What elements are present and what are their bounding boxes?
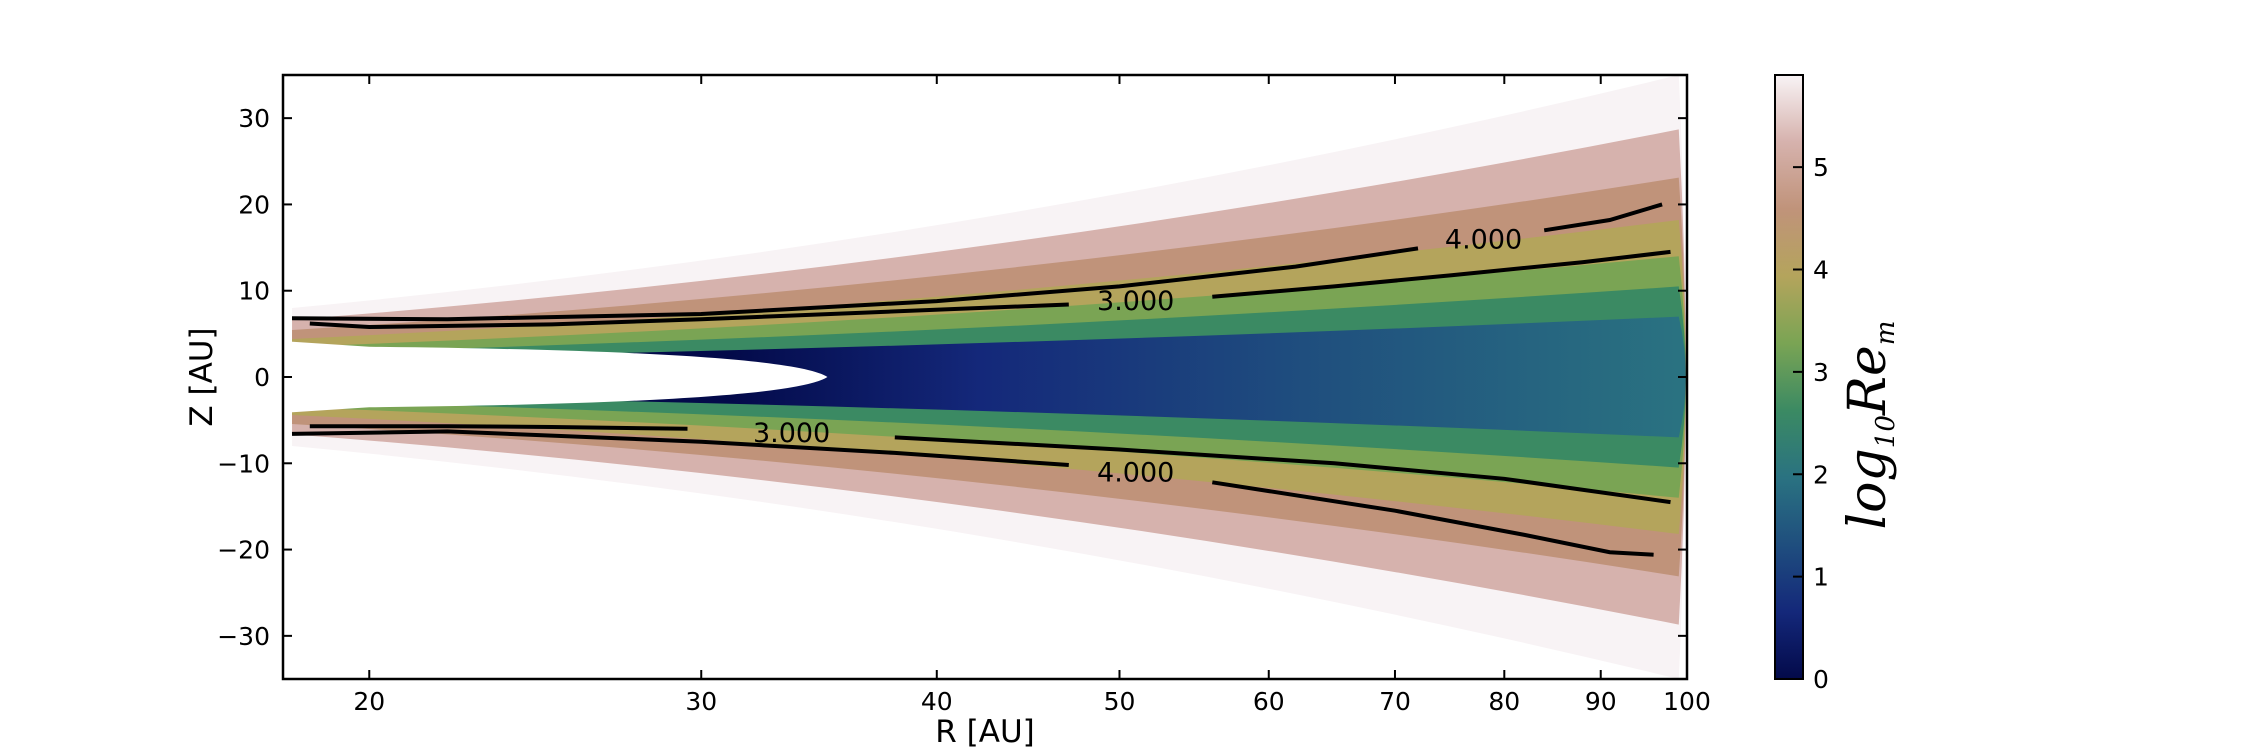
contour-line bbox=[1211, 480, 1654, 557]
colorbar-tick-label: 0 bbox=[1813, 665, 1829, 694]
y-axis-ticks: 30 20 10 0 −10 −20 −30 bbox=[217, 104, 1687, 651]
contour-line bbox=[291, 246, 1419, 322]
colorbar: 0 1 2 3 4 5 log10Rem bbox=[1774, 74, 1901, 694]
x-tick-label: 20 bbox=[353, 687, 385, 716]
contour-line bbox=[309, 302, 1069, 330]
colorbar-bar bbox=[1774, 74, 1804, 680]
contour-line bbox=[291, 429, 1069, 467]
x-axis-ticks: 20 30 40 50 60 70 80 90 100 bbox=[353, 75, 1711, 716]
contour-label: 4.000 bbox=[1445, 224, 1522, 255]
contour-line bbox=[309, 424, 688, 431]
colorbar-tick-label: 5 bbox=[1813, 153, 1829, 182]
x-axis-label: R [AU] bbox=[935, 714, 1034, 750]
y-tick-label: −10 bbox=[217, 449, 270, 478]
y-tick-label: 20 bbox=[238, 190, 270, 219]
x-tick-label: 70 bbox=[1379, 687, 1411, 716]
contour-line bbox=[1543, 202, 1663, 233]
colorbar-tick-label: 1 bbox=[1813, 563, 1829, 592]
contour-line bbox=[1212, 249, 1671, 299]
x-tick-label: 30 bbox=[685, 687, 717, 716]
contour-label: 3.000 bbox=[1097, 286, 1174, 317]
x-tick-label: 50 bbox=[1104, 687, 1136, 716]
contour-line bbox=[894, 435, 1671, 505]
x-tick-label: 90 bbox=[1585, 687, 1617, 716]
disk-fill bbox=[283, 75, 1686, 679]
colorbar-tick-label: 3 bbox=[1813, 358, 1829, 387]
x-tick-label: 40 bbox=[921, 687, 953, 716]
x-tick-label: 100 bbox=[1663, 687, 1711, 716]
contour-label: 4.000 bbox=[1097, 458, 1174, 489]
inner-hole bbox=[283, 341, 828, 413]
colorbar-ticks: 0 1 2 3 4 5 bbox=[1793, 153, 1829, 694]
y-tick-label: 10 bbox=[238, 277, 270, 306]
x-tick-label: 80 bbox=[1488, 687, 1520, 716]
y-tick-label: −30 bbox=[217, 622, 270, 651]
colorbar-tick-label: 4 bbox=[1813, 256, 1829, 285]
y-axis-label: Z [AU] bbox=[184, 327, 220, 426]
y-tick-label: 0 bbox=[254, 363, 270, 392]
y-tick-label: −20 bbox=[217, 536, 270, 565]
x-tick-label: 60 bbox=[1253, 687, 1285, 716]
disk-core bbox=[292, 316, 1686, 438]
y-tick-label: 30 bbox=[238, 104, 270, 133]
colorbar-tick-label: 2 bbox=[1813, 460, 1829, 489]
colorbar-label: log10Rem bbox=[1838, 321, 1901, 530]
